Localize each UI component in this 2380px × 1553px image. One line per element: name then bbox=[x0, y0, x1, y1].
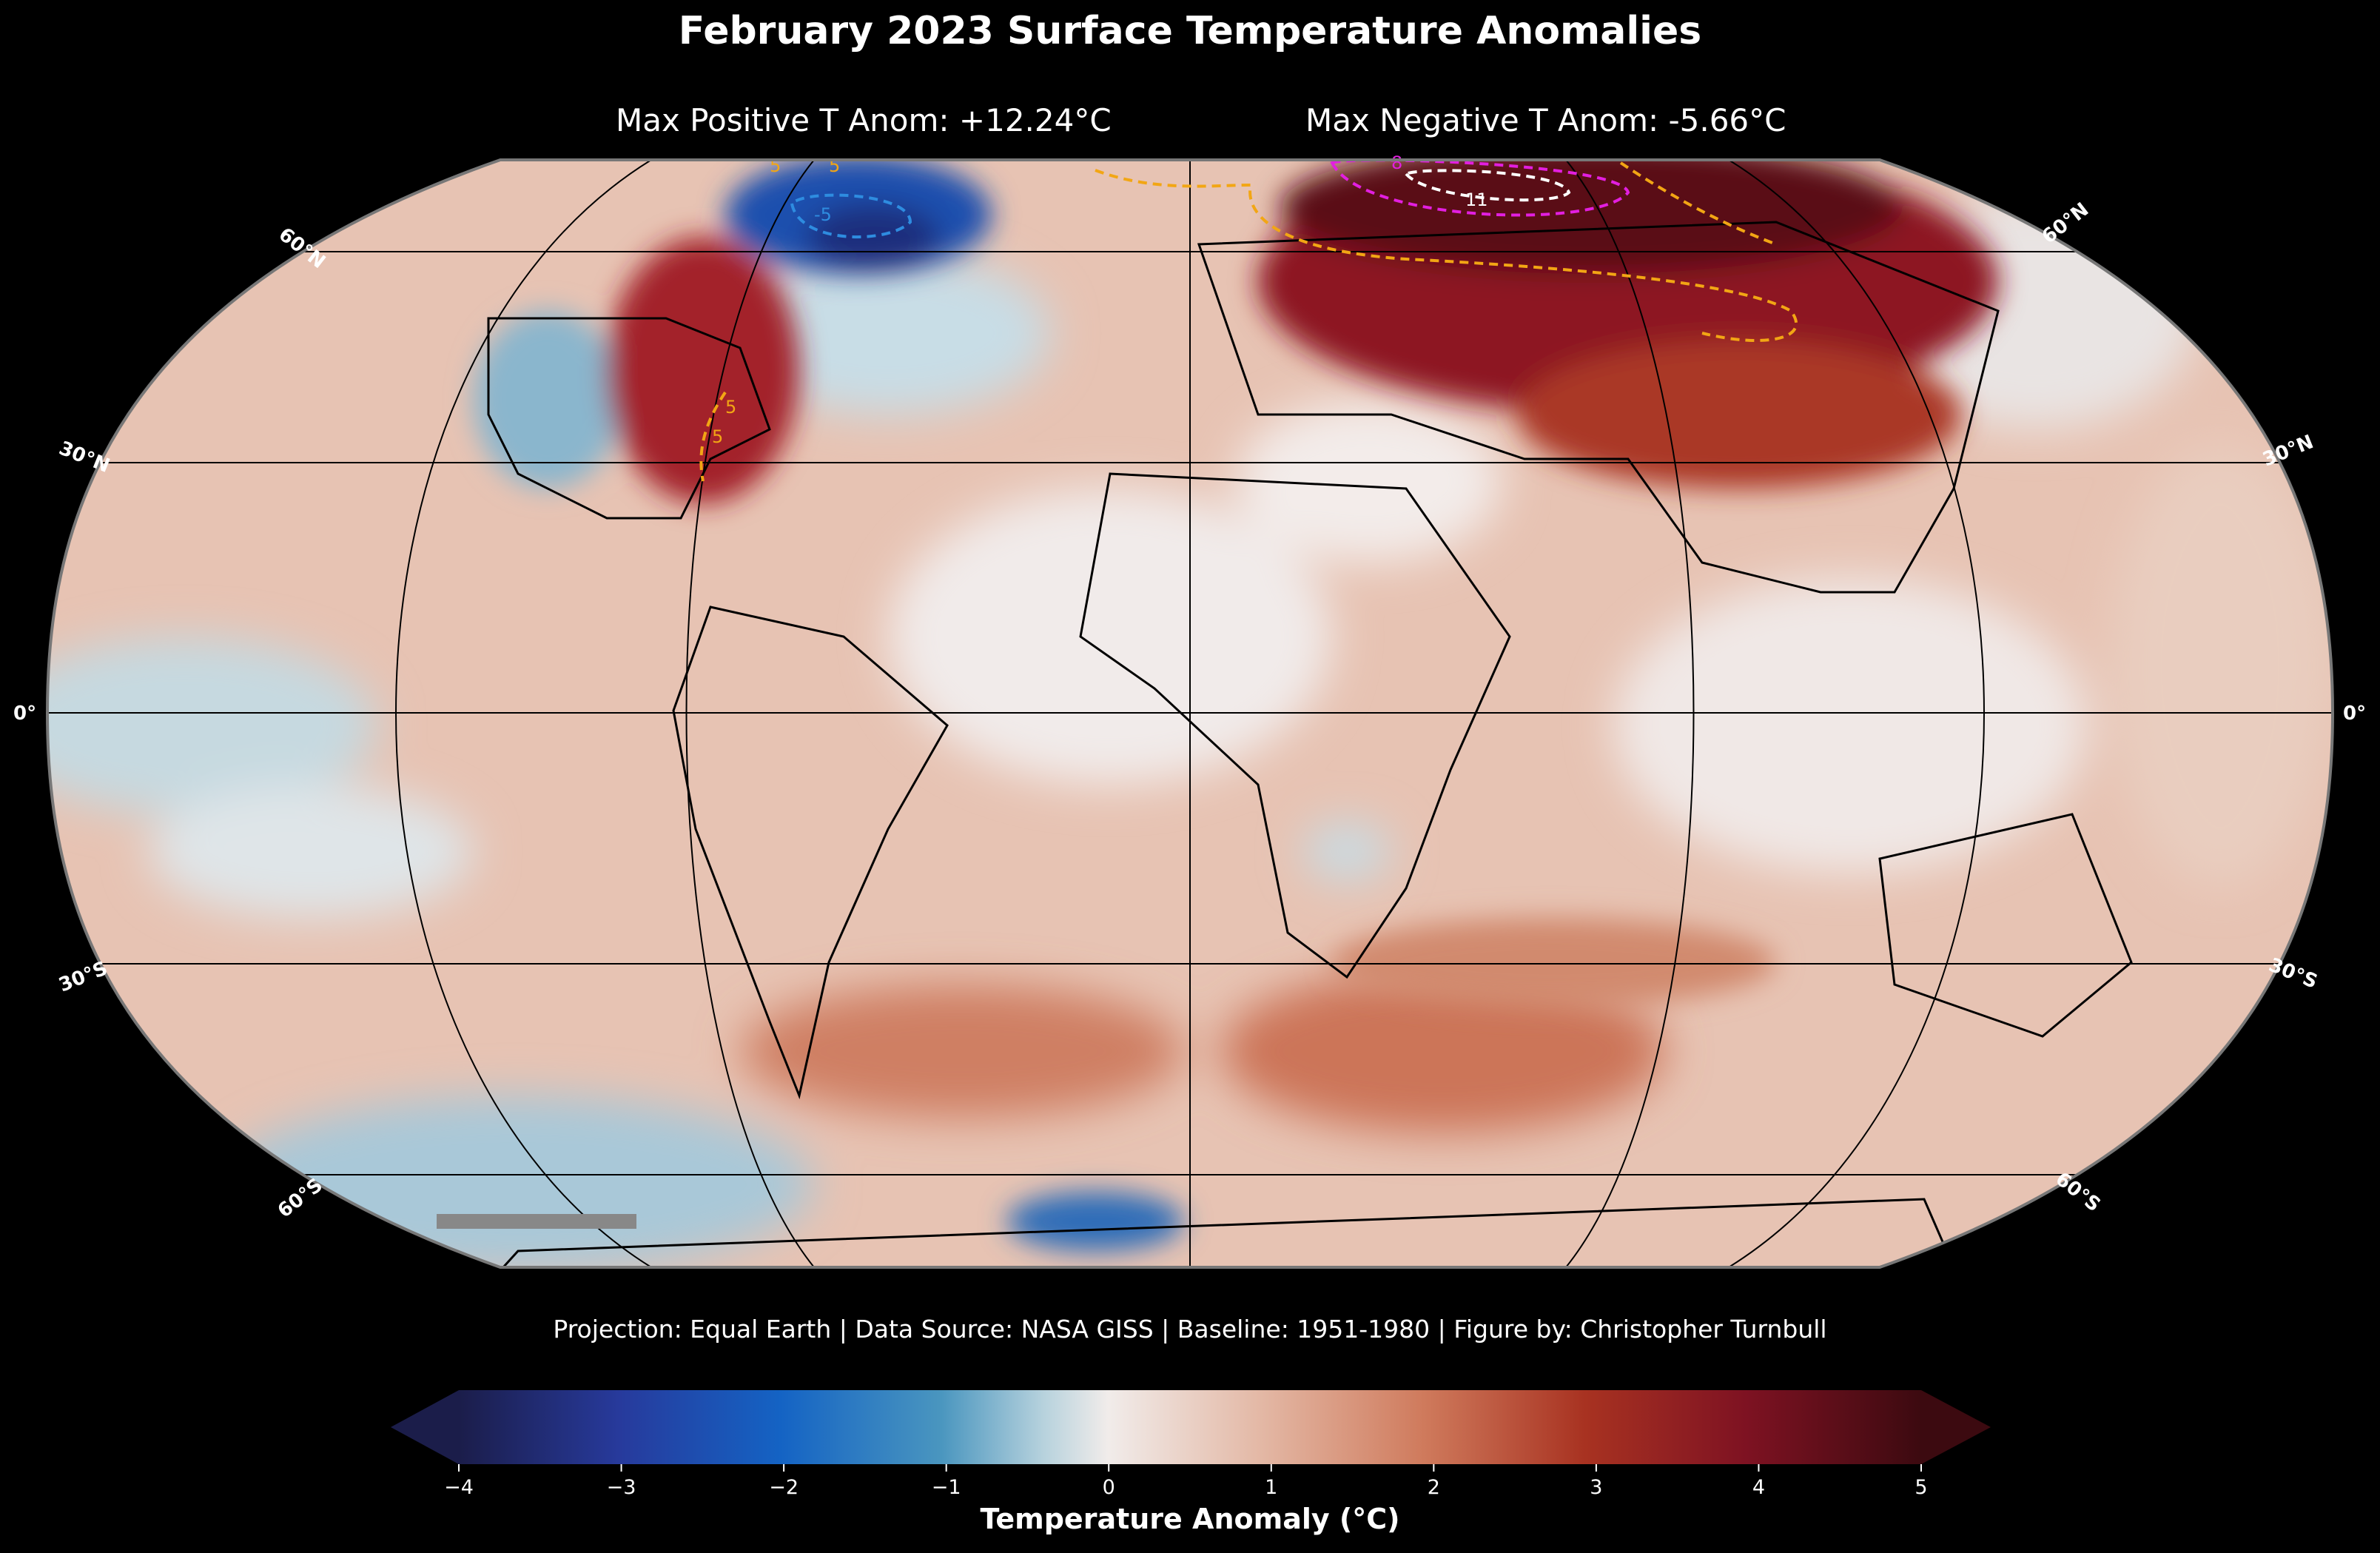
colorbar-gradient bbox=[459, 1390, 1921, 1464]
lat-label-eq-left: 0° bbox=[13, 702, 36, 725]
colorbar-tick-label: −4 bbox=[444, 1476, 474, 1499]
lat-label-30s-left: 30°S bbox=[56, 957, 110, 996]
contour-label-neg5: -5 bbox=[814, 204, 832, 225]
figure-footer: Projection: Equal Earth | Data Source: N… bbox=[553, 1315, 1827, 1344]
lat-label-60n-right: 60°N bbox=[2038, 198, 2093, 248]
colorbar-max-extend bbox=[1921, 1390, 1991, 1464]
lat-label-30n-left: 30°N bbox=[56, 437, 112, 477]
colorbar-tick-label: −3 bbox=[607, 1476, 636, 1499]
lat-label-eq-right: 0° bbox=[2343, 702, 2366, 725]
colorbar-tick-label: 5 bbox=[1915, 1476, 1927, 1499]
lat-label-30n-right: 30°N bbox=[2259, 431, 2316, 471]
globe-outline bbox=[45, 158, 2335, 1269]
colorbar: −4 −3 −2 −1 0 1 2 3 4 5 bbox=[391, 1390, 1991, 1499]
graticule bbox=[47, 160, 2333, 1267]
colorbar-tick-label: 1 bbox=[1265, 1476, 1277, 1499]
contour-label-11: 11 bbox=[1465, 189, 1488, 210]
colorbar-min-extend bbox=[391, 1390, 459, 1464]
colorbar-tick-label: 3 bbox=[1590, 1476, 1602, 1499]
contour-label-8: 8 bbox=[1391, 152, 1402, 173]
lat-label-30s-right: 30°S bbox=[2265, 954, 2320, 993]
colorbar-label: Temperature Anomaly (°C) bbox=[980, 1503, 1400, 1535]
contour-label-5-b: 5 bbox=[712, 426, 723, 447]
lat-label-60s-left: 60°S bbox=[274, 1174, 327, 1222]
colorbar-tick-label: −2 bbox=[769, 1476, 799, 1499]
contour-label-5-a: 5 bbox=[725, 397, 736, 417]
no-data-patch bbox=[437, 1214, 636, 1229]
colorbar-tick-label: 4 bbox=[1752, 1476, 1765, 1499]
max-positive-anomaly: Max Positive T Anom: +12.24°C bbox=[616, 102, 1112, 138]
colorbar-tick-label: 0 bbox=[1103, 1476, 1115, 1499]
figure-title: February 2023 Surface Temperature Anomal… bbox=[678, 9, 1702, 53]
max-negative-anomaly: Max Negative T Anom: -5.66°C bbox=[1305, 102, 1786, 138]
colorbar-tick-label: 2 bbox=[1428, 1476, 1440, 1499]
colorbar-tick-label: −1 bbox=[932, 1476, 961, 1499]
